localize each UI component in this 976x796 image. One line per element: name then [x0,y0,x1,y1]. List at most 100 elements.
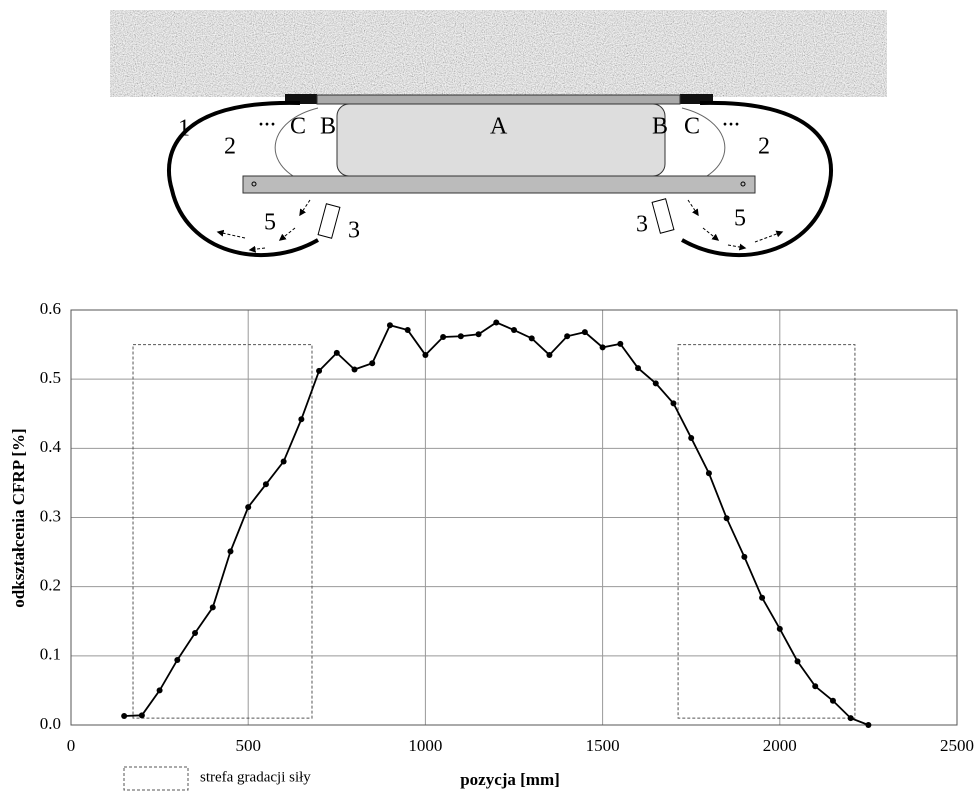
label: C [290,114,306,140]
point [581,329,588,336]
point [829,697,836,704]
label: 5 [264,210,276,236]
x-tick-label: 500 [235,736,261,755]
point [511,327,517,334]
point [670,400,677,407]
arrow [299,199,311,217]
y-axis-label: odkształcenia CFRP [%] [9,428,28,607]
point [209,604,216,611]
label: 1 [178,116,190,142]
arrow [727,243,747,251]
label: 5 [734,206,746,232]
arrow [278,227,296,241]
point [138,712,145,719]
bar [242,175,756,194]
diagram: 1 2 ... C B A B C ... 2 3 3 5 5 [110,10,887,258]
point [156,687,163,694]
label: 3 [636,212,648,238]
label: 2 [224,134,236,160]
point [475,331,482,338]
label: B [652,114,668,140]
point [298,416,305,423]
zone [132,344,313,719]
point [776,625,783,632]
gauge [651,198,675,234]
point [705,470,712,477]
cfrp-loop [167,100,319,258]
label: ... [722,106,740,132]
arrow [687,199,699,217]
anchor [680,94,713,104]
point [759,594,766,601]
chart: odkształcenia CFRP [%] pozycja [mm] stre… [9,299,974,791]
label: ... [258,106,276,132]
x-axis-label: pozycja [mm] [460,770,560,789]
x-tick-label: 2500 [940,736,974,755]
point [493,319,500,326]
point [847,715,854,722]
point [688,434,695,441]
zone [677,344,856,719]
point [174,656,181,663]
label: 3 [348,218,360,244]
label: A [490,114,508,140]
point [262,481,269,488]
x-tick-label: 1500 [586,736,620,755]
pin [740,181,746,187]
point [564,333,571,340]
label: C [684,114,700,140]
point [652,380,659,387]
anchor [285,94,317,104]
y-tick-label: 0.5 [40,368,61,387]
cfrp-loop [681,100,833,258]
plot-frame [70,309,958,726]
y-tick-label: 0.1 [40,645,61,664]
point [599,344,606,351]
arrow [248,245,266,253]
point [422,351,429,358]
point [528,335,535,342]
point [280,458,287,465]
line [124,321,869,726]
point [457,333,464,340]
point [316,367,323,374]
y-tick-label: 0.4 [40,437,62,456]
point [333,349,340,356]
arrow [702,227,720,241]
y-tick-label: 0.3 [40,506,61,525]
pin [251,181,257,187]
point [723,515,730,522]
gauge [317,203,341,239]
contact-line [274,107,319,181]
point [741,553,748,560]
point [369,360,376,367]
x-tick-label: 1000 [408,736,442,755]
plate [316,94,681,105]
point [865,722,872,728]
point [440,333,447,340]
point [245,504,252,511]
point [404,327,411,334]
point [386,322,393,329]
arrow [754,230,784,243]
concrete [110,10,887,97]
legend-label: strefa gradacji siły [200,769,311,785]
point [192,630,199,637]
point [635,365,642,372]
legend-swatch [123,766,189,791]
y-tick-label: 0.6 [40,299,61,318]
point [351,366,358,373]
point [794,658,801,665]
point [812,683,819,690]
label: 2 [758,134,770,160]
arrow [216,229,246,239]
point [121,713,128,720]
point [227,548,234,555]
x-tick-label: 0 [67,736,76,755]
y-tick-label: 0.2 [40,576,61,595]
point [546,351,553,358]
point [617,340,624,347]
y-tick-label: 0.0 [40,714,61,733]
x-tick-label: 2000 [763,736,797,755]
